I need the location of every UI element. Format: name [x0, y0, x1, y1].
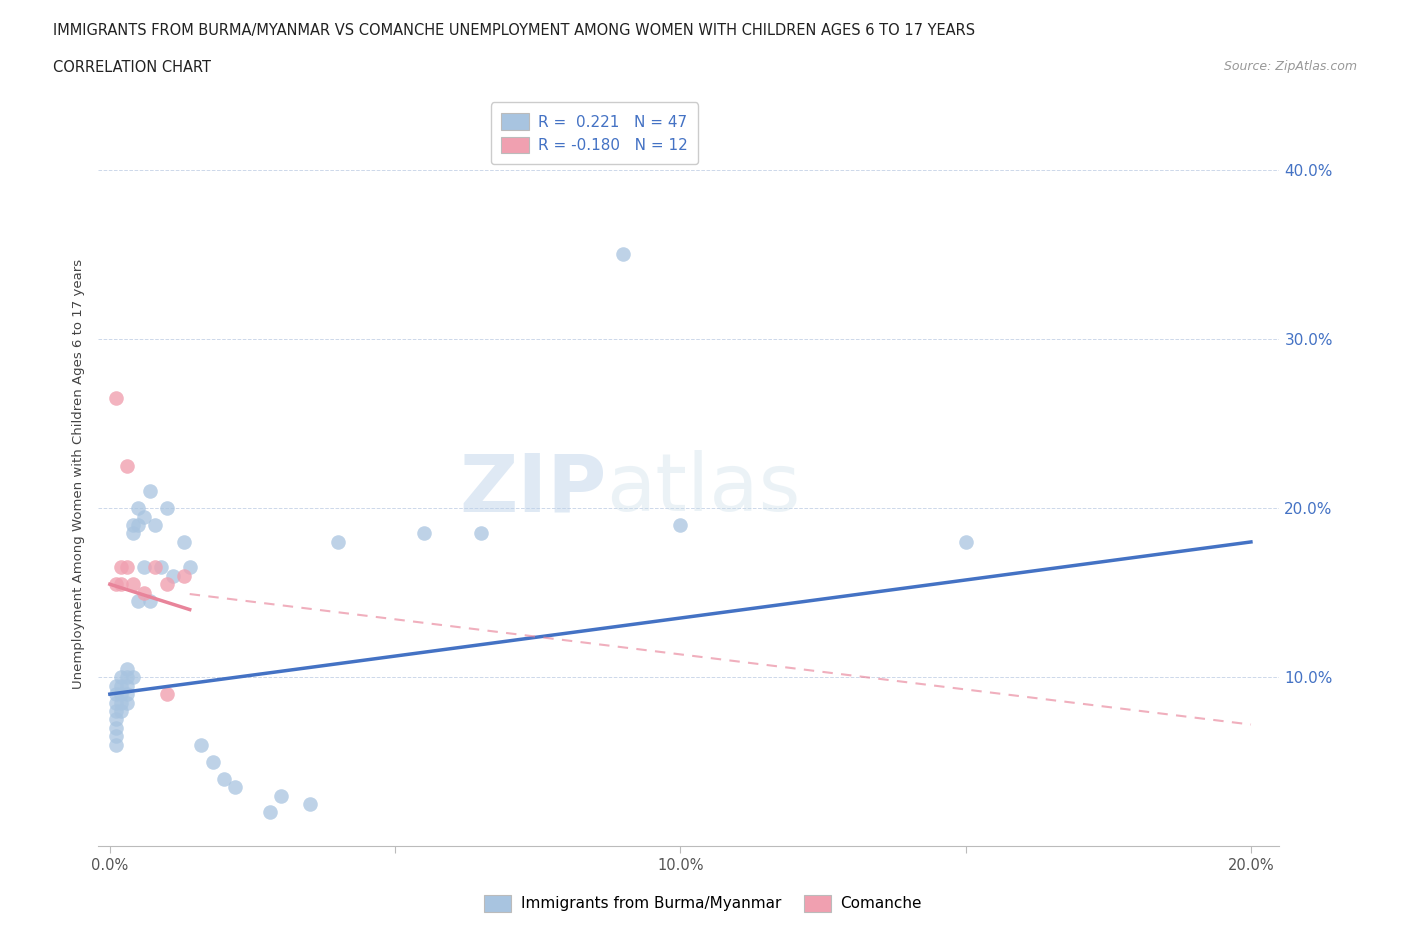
Point: [104, 712, 127, 727]
Point: [145, 560, 167, 575]
Point: [127, 500, 149, 515]
Point: [326, 535, 349, 550]
Point: [110, 670, 132, 684]
Point: [270, 788, 292, 803]
Point: [173, 568, 195, 583]
Point: [104, 678, 127, 693]
Point: [212, 771, 235, 786]
Text: ZIP: ZIP: [458, 450, 606, 528]
Point: [298, 797, 321, 812]
Point: [145, 518, 167, 533]
Point: [132, 560, 155, 575]
Legend: R =  0.221   N = 47, R = -0.180   N = 12: R = 0.221 N = 47, R = -0.180 N = 12: [491, 102, 699, 164]
Point: [104, 695, 127, 710]
Point: [156, 577, 179, 591]
Point: [104, 729, 127, 744]
Point: [121, 518, 143, 533]
Point: [110, 686, 132, 701]
Point: [121, 670, 143, 684]
Point: [173, 535, 195, 550]
Point: [412, 526, 434, 541]
Point: [115, 670, 138, 684]
Point: [104, 686, 127, 701]
Point: [104, 704, 127, 719]
Point: [110, 577, 132, 591]
Text: IMMIGRANTS FROM BURMA/MYANMAR VS COMANCHE UNEMPLOYMENT AMONG WOMEN WITH CHILDREN: IMMIGRANTS FROM BURMA/MYANMAR VS COMANCH…: [53, 23, 976, 38]
Point: [110, 678, 132, 693]
Point: [132, 509, 155, 524]
Point: [139, 484, 162, 498]
Point: [179, 560, 201, 575]
Point: [115, 686, 138, 701]
Point: [121, 577, 143, 591]
Point: [139, 593, 162, 608]
Point: [110, 695, 132, 710]
Point: [132, 585, 155, 600]
Point: [156, 686, 179, 701]
Point: [259, 805, 281, 820]
Text: Source: ZipAtlas.com: Source: ZipAtlas.com: [1223, 60, 1357, 73]
Point: [669, 518, 692, 533]
Legend: Immigrants from Burma/Myanmar, Comanche: Immigrants from Burma/Myanmar, Comanche: [478, 889, 928, 918]
Point: [104, 721, 127, 736]
Point: [224, 779, 246, 794]
Point: [121, 526, 143, 541]
Point: [150, 560, 173, 575]
Point: [127, 593, 149, 608]
Point: [115, 695, 138, 710]
Text: atlas: atlas: [606, 450, 800, 528]
Point: [127, 518, 149, 533]
Y-axis label: Unemployment Among Women with Children Ages 6 to 17 years: Unemployment Among Women with Children A…: [72, 259, 86, 689]
Point: [115, 458, 138, 473]
Point: [104, 737, 127, 752]
Point: [110, 560, 132, 575]
Point: [115, 678, 138, 693]
Text: CORRELATION CHART: CORRELATION CHART: [53, 60, 211, 75]
Point: [470, 526, 492, 541]
Point: [955, 535, 977, 550]
Point: [110, 704, 132, 719]
Point: [115, 560, 138, 575]
Point: [104, 391, 127, 405]
Point: [190, 737, 212, 752]
Point: [156, 500, 179, 515]
Point: [115, 661, 138, 676]
Point: [162, 568, 184, 583]
Point: [201, 754, 224, 769]
Point: [104, 577, 127, 591]
Point: [612, 247, 634, 262]
